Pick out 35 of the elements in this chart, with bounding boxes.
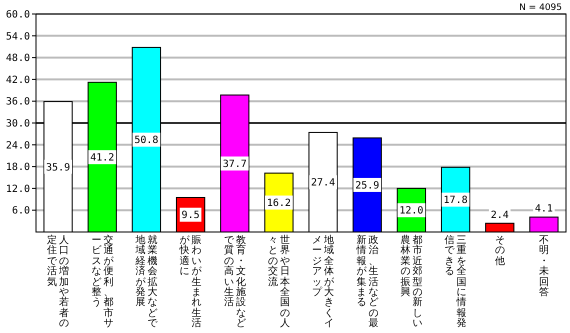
- data-label: 2.4: [490, 210, 509, 221]
- y-tick-label: 12.0: [6, 184, 30, 195]
- category-label: 三重を全国に情報発信できる: [444, 235, 467, 330]
- y-tick-label: 54.0: [6, 31, 30, 42]
- data-label: 12.0: [399, 206, 424, 217]
- y-tick-label: 30.0: [6, 118, 30, 130]
- y-tick-label: 24.0: [6, 140, 30, 152]
- y-tick-label: 60.0: [6, 10, 30, 20]
- data-label: 17.8: [444, 195, 468, 206]
- category-label: 政治、生活などの最新情報が集まる: [356, 235, 378, 330]
- data-label: 27.4: [311, 178, 336, 189]
- category-label: 都市近郊型の新しい農林業の振興: [400, 235, 422, 330]
- data-label: 50.8: [134, 135, 158, 146]
- category-label: 交通が便利、都市サービスなど整う: [91, 235, 114, 330]
- category-label: 世界や日本全国の人々との交流: [268, 235, 290, 330]
- y-tick-label: 18.0: [6, 162, 30, 174]
- text: N = 4095: [519, 3, 562, 13]
- y-tick-label: 48.0: [6, 53, 30, 64]
- category-label: 賑わいが生まれ生活が快適に: [180, 235, 202, 330]
- data-label: 16.2: [266, 198, 291, 210]
- data-label: 9.5: [182, 210, 200, 222]
- y-tick-label: 42.0: [6, 74, 30, 86]
- data-label: 4.1: [534, 204, 553, 215]
- data-label: 37.7: [222, 159, 247, 170]
- data-label: 35.9: [46, 162, 70, 174]
- y-tick-label: 36.0: [6, 96, 30, 108]
- x-tick-label: その他: [494, 235, 505, 269]
- category-label: 人口の増加や若者の定住で活気: [47, 235, 70, 330]
- category-label: 就業機会拡大などで地域経済が発展: [135, 235, 158, 330]
- data-label: 25.9: [355, 180, 380, 192]
- category-label: 地域全体が大きくイメージアップ: [312, 235, 334, 330]
- category-label: 教育・文化施設などで質の高い生活: [224, 235, 246, 330]
- x-tick-label: 不明・未回答: [538, 235, 549, 300]
- y-tick-label: 6.0: [12, 206, 30, 217]
- data-label: 41.2: [90, 152, 114, 164]
